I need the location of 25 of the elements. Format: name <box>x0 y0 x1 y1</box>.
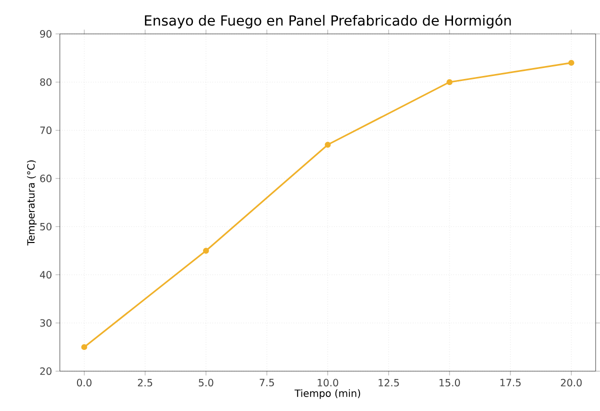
y-tick-label: 20 <box>40 367 52 375</box>
x-tick-label: 0.0 <box>76 378 92 386</box>
x-tick-label: 12.5 <box>378 378 399 386</box>
x-axis-title: Tiempo (min) <box>294 389 360 399</box>
x-tick-label: 10.0 <box>318 378 338 386</box>
chart-title: Ensayo de Fuego en Panel Prefabricado de Hormigón <box>144 14 511 28</box>
x-tick-label: 7.5 <box>260 378 274 386</box>
y-tick-label: 30 <box>40 319 52 327</box>
y-tick-label: 70 <box>40 126 52 134</box>
x-tick-label: 15.0 <box>440 378 460 386</box>
point <box>568 60 574 66</box>
x-tick-label: 17.5 <box>500 378 521 386</box>
y-axis-title: Temperatura (°C) <box>27 160 37 246</box>
x-tick-label: 5.0 <box>198 378 214 386</box>
point <box>324 142 331 148</box>
y-tick-label: 50 <box>40 222 52 230</box>
x-tick-label: 2.5 <box>138 378 152 386</box>
point <box>203 248 209 254</box>
x-tick-label: 20.0 <box>560 378 582 386</box>
y-tick-label: 80 <box>40 78 52 86</box>
point <box>81 344 88 350</box>
point <box>446 79 453 86</box>
y-tick-label: 40 <box>40 271 52 279</box>
y-tick-label: 90 <box>40 30 52 38</box>
y-tick-label: 60 <box>40 174 52 182</box>
